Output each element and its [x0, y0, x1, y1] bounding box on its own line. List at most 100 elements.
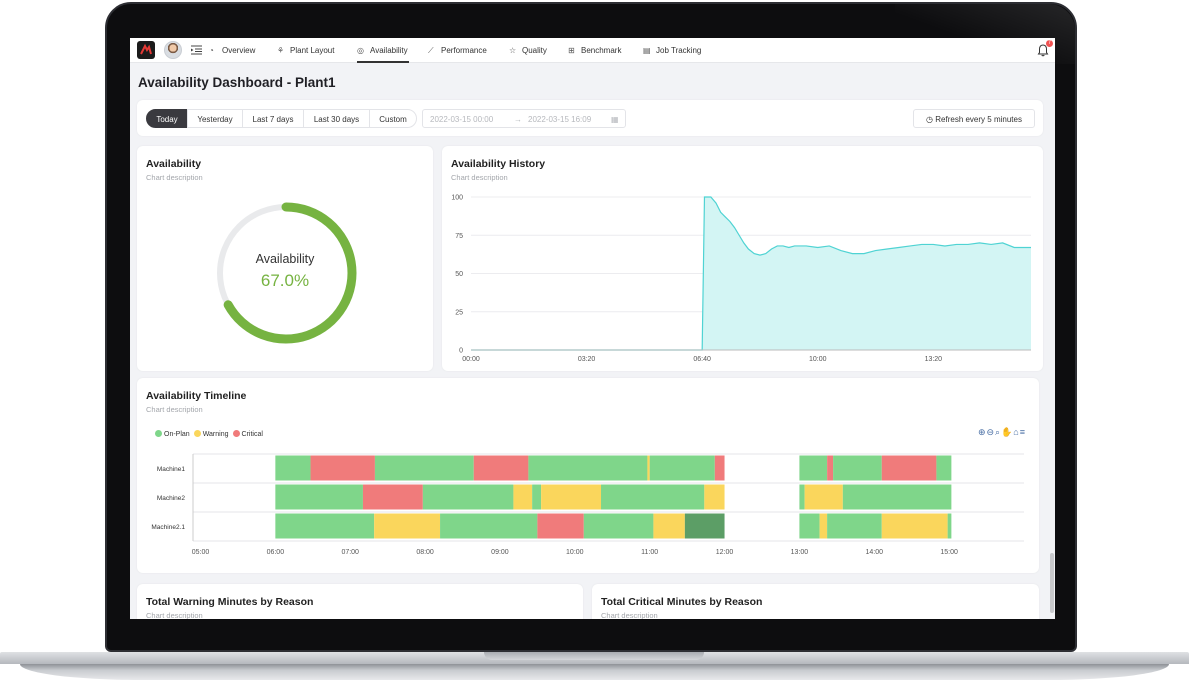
menu-icon[interactable]: ≡	[1019, 427, 1026, 437]
x-tick-label: 08:00	[416, 549, 434, 556]
home-reset-icon[interactable]: ⌂	[1013, 427, 1020, 437]
nav-tab-label: Benchmark	[581, 46, 622, 55]
timeline-segment	[799, 484, 805, 510]
history-area	[471, 197, 1031, 350]
star-icon: ☆	[509, 46, 517, 55]
gauge-fill-arc	[223, 202, 357, 344]
range-start-input[interactable]: 2022-03-15 00:00	[430, 115, 494, 124]
nav-tab-label: Performance	[441, 46, 487, 55]
nav-tab-label: Job Tracking	[656, 46, 702, 55]
availability-history-card: Availability History Chart description 0…	[442, 146, 1043, 371]
machine-label: Machine2	[157, 495, 186, 502]
availability-gauge	[217, 202, 357, 344]
timeline-segment	[532, 484, 542, 510]
timeline-segment	[936, 455, 952, 481]
critical-card-title: Total Critical Minutes by Reason	[601, 596, 763, 608]
refresh-interval-button[interactable]: ◷ Refresh every 5 minutes	[913, 109, 1035, 128]
menu-collapse-icon[interactable]	[191, 45, 202, 55]
grid-icon: ⊞	[568, 46, 575, 55]
timeline-segment	[819, 513, 828, 539]
timeline-segment	[583, 513, 654, 539]
clock-icon: ◷	[926, 115, 934, 124]
nav-tab-quality[interactable]: ☆ Quality	[509, 38, 547, 63]
x-tick-label: 10:00	[566, 549, 584, 556]
app-logo[interactable]	[137, 41, 155, 59]
gauge-label: Availability	[255, 252, 315, 266]
timeline-segment	[799, 455, 828, 481]
page-title: Availability Dashboard - Plant1	[138, 75, 336, 90]
history-card-title: Availability History	[451, 158, 546, 170]
timeline-segment	[422, 484, 514, 510]
nav-tab-label: Overview	[222, 46, 256, 55]
legend-item[interactable]: Critical	[232, 430, 263, 438]
y-tick-label: 100	[451, 195, 463, 202]
legend-item[interactable]: On-Plan	[155, 430, 190, 438]
network-icon: ⚘	[277, 46, 285, 55]
legend-item[interactable]: Warning	[193, 430, 229, 438]
range-custom-button[interactable]: Custom	[369, 109, 417, 128]
timeline-segment	[513, 484, 533, 510]
x-tick-label: 15:00	[940, 549, 958, 556]
machine-label: Machine1	[157, 466, 186, 473]
date-range-picker[interactable]: 2022-03-15 00:00 → 2022-03-15 16:09 ▦	[422, 109, 626, 128]
y-tick-label: 0	[459, 348, 463, 355]
availability-timeline-card: Availability Timeline Chart description …	[137, 378, 1039, 573]
nav-tab-job-tracking[interactable]: ▤ Job Tracking	[643, 38, 707, 63]
critical-minutes-card: Total Critical Minutes by Reason Chart d…	[592, 584, 1039, 619]
nav-tab-availability[interactable]: ◎ Availability	[357, 38, 409, 63]
user-avatar[interactable]	[164, 41, 182, 59]
timeline-segment	[684, 513, 725, 539]
range-today-button[interactable]: Today	[146, 109, 188, 128]
zoom-in-icon[interactable]: ⊕	[977, 427, 987, 437]
timeline-segment	[881, 455, 937, 481]
range-end-input[interactable]: 2022-03-15 16:09	[528, 115, 592, 124]
timeline-segment	[541, 484, 602, 510]
timeline-segment	[881, 513, 948, 539]
notification-badge: 7	[1046, 40, 1053, 47]
x-tick-label: 06:00	[267, 549, 285, 556]
timeline-segment	[804, 484, 843, 510]
availability-history-chart: 0 25 50 75 100 00:00 03:20 06:40 10:00 13:20	[451, 195, 1031, 363]
timeline-legend: On-Plan Warning Critical	[155, 430, 267, 438]
timeline-card-description: Chart description	[146, 405, 203, 414]
timeline-segment	[653, 513, 685, 539]
availability-card-description: Chart description	[146, 173, 203, 182]
nav-tab-label: Availability	[370, 46, 408, 55]
search-zoom-icon[interactable]: ⌕	[995, 427, 1002, 437]
legend-dot	[193, 430, 201, 437]
bell-icon[interactable]	[1037, 43, 1049, 57]
history-line	[471, 196, 1031, 351]
nav-tab-plant-layout[interactable]: ⚘ Plant Layout	[277, 38, 341, 63]
x-tick-label: 13:00	[791, 549, 809, 556]
x-tick-label: 00:00	[462, 356, 480, 363]
x-tick-label: 13:20	[925, 356, 943, 363]
clipboard-icon: ▤	[643, 46, 651, 55]
timeline-card-title: Availability Timeline	[146, 390, 247, 402]
x-tick-label: 12:00	[716, 549, 734, 556]
zoom-out-icon[interactable]: ⊖	[986, 427, 996, 437]
availability-card-title: Availability	[146, 158, 202, 170]
warning-minutes-card: Total Warning Minutes by Reason Chart de…	[137, 584, 583, 619]
nav-tab-performance[interactable]: ⟋ Performance	[428, 38, 491, 63]
legend-dot	[232, 430, 240, 437]
x-tick-label: 03:20	[578, 356, 596, 363]
timeline-segment	[842, 484, 952, 510]
nav-tab-label: Quality	[522, 46, 547, 55]
range-last-7-days-button[interactable]: Last 7 days	[242, 109, 304, 128]
range-yesterday-button[interactable]: Yesterday	[187, 109, 243, 128]
legend-label: Warning	[202, 431, 229, 438]
check-circle-icon: ◎	[357, 46, 364, 55]
laptop-notch	[484, 652, 704, 660]
nav-tab-benchmark[interactable]: ⊞ Benchmark	[568, 38, 626, 63]
page-scrollbar[interactable]	[1050, 553, 1054, 613]
y-tick-label: 75	[455, 233, 463, 240]
x-tick-label: 05:00	[192, 549, 210, 556]
arrow-right-icon: →	[514, 115, 522, 124]
nav-tab-overview[interactable]: ◔ Overview	[209, 38, 261, 63]
line-chart-icon: ⟋	[428, 46, 434, 55]
timeline-segment	[647, 455, 650, 481]
pan-hand-icon[interactable]: ✋	[1001, 427, 1014, 437]
range-last-30-days-button[interactable]: Last 30 days	[303, 109, 370, 128]
legend-dot	[155, 430, 162, 437]
legend-label: Critical	[241, 431, 263, 438]
